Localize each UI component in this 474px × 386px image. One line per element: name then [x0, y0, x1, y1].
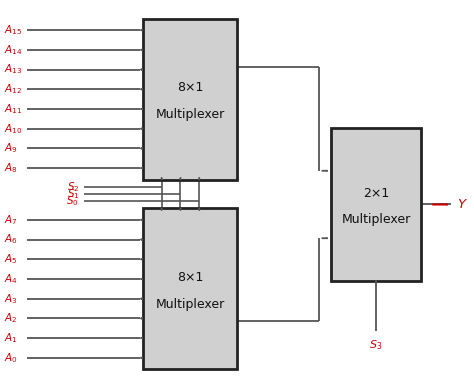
Text: $\mathit{S_{3}}$: $\mathit{S_{3}}$: [369, 339, 383, 352]
Bar: [143, 19, 237, 179]
Text: 2×1: 2×1: [363, 186, 389, 200]
Text: $\mathit{A_{10}}$: $\mathit{A_{10}}$: [4, 122, 22, 135]
Text: Multiplexer: Multiplexer: [155, 298, 225, 311]
Bar: [331, 128, 421, 281]
Text: Multiplexer: Multiplexer: [341, 213, 410, 226]
Bar: [143, 208, 237, 369]
Text: $\mathit{A_{6}}$: $\mathit{A_{6}}$: [4, 233, 18, 246]
Text: $\mathit{A_{12}}$: $\mathit{A_{12}}$: [4, 82, 22, 96]
Text: $\mathit{A_{13}}$: $\mathit{A_{13}}$: [4, 63, 22, 76]
Text: $\mathit{A_{3}}$: $\mathit{A_{3}}$: [4, 292, 18, 306]
Text: 8×1: 8×1: [177, 81, 203, 94]
Text: $\mathit{A_{2}}$: $\mathit{A_{2}}$: [4, 312, 17, 325]
Text: $\mathit{A_{14}}$: $\mathit{A_{14}}$: [4, 43, 22, 57]
Text: $\mathit{A_{7}}$: $\mathit{A_{7}}$: [4, 213, 18, 227]
Text: $\mathit{A_{5}}$: $\mathit{A_{5}}$: [4, 252, 18, 266]
Text: $\mathit{A_{4}}$: $\mathit{A_{4}}$: [4, 272, 18, 286]
Text: $\mathit{A_{11}}$: $\mathit{A_{11}}$: [4, 102, 22, 116]
Text: $\mathit{S_{2}}$: $\mathit{S_{2}}$: [67, 180, 79, 194]
Text: $\mathit{A_{0}}$: $\mathit{A_{0}}$: [4, 351, 18, 365]
Text: Multiplexer: Multiplexer: [155, 108, 225, 121]
Text: $\mathit{A_{9}}$: $\mathit{A_{9}}$: [4, 142, 18, 155]
Text: $\mathit{A_{15}}$: $\mathit{A_{15}}$: [4, 23, 22, 37]
Text: $\mathit{S_{0}}$: $\mathit{S_{0}}$: [66, 194, 79, 208]
Text: $\mathit{A_{1}}$: $\mathit{A_{1}}$: [4, 331, 18, 345]
Text: $\mathit{Y}$: $\mathit{Y}$: [457, 198, 468, 211]
Text: $\mathit{S_{1}}$: $\mathit{S_{1}}$: [66, 187, 79, 201]
Text: $\mathit{A_{8}}$: $\mathit{A_{8}}$: [4, 161, 18, 175]
Text: 8×1: 8×1: [177, 271, 203, 284]
